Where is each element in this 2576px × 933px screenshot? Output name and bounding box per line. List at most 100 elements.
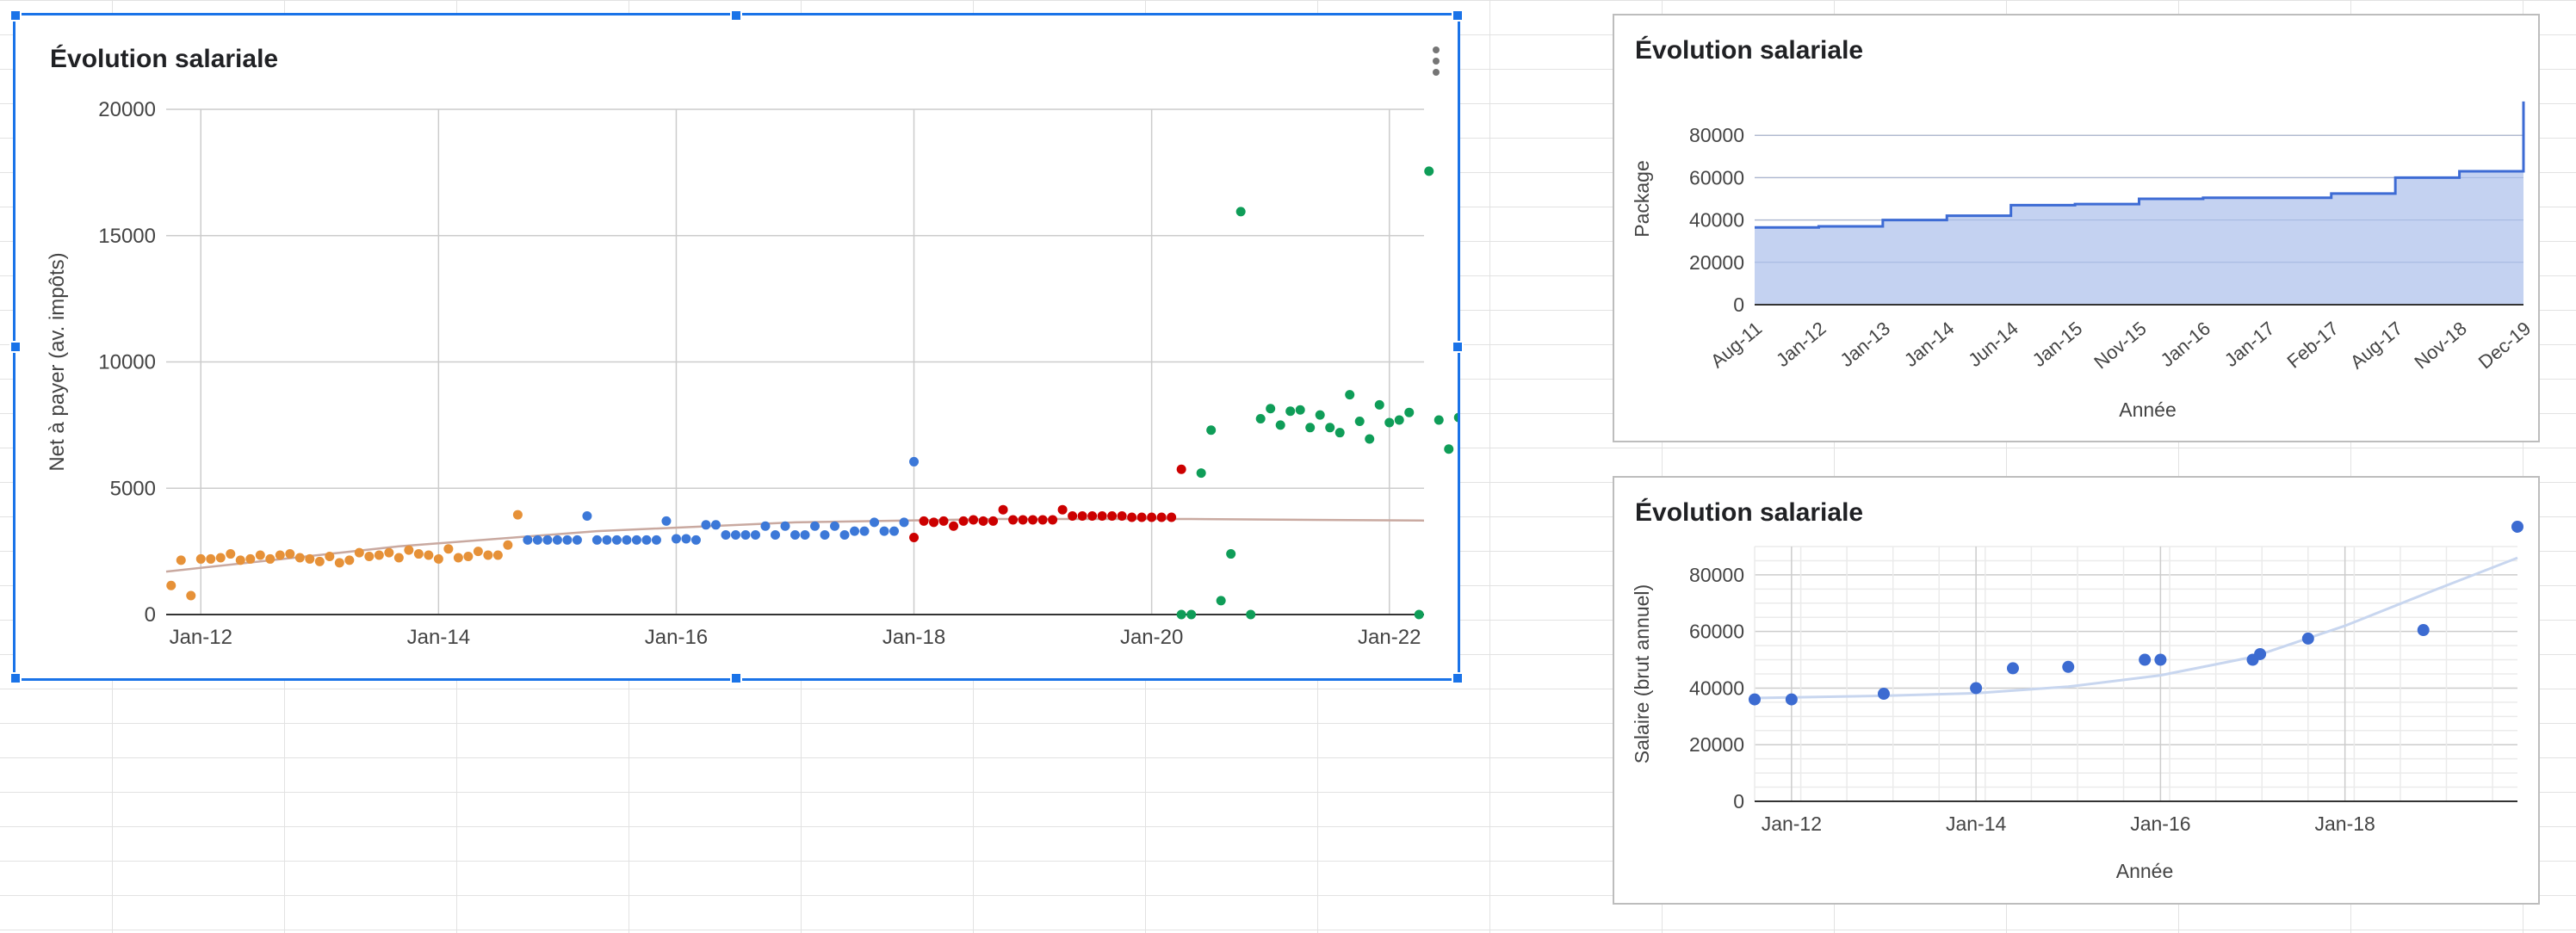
main-data-point: [552, 534, 562, 545]
main-data-point: [870, 517, 880, 528]
main-data-point: [909, 456, 920, 467]
main-data-point: [1136, 512, 1147, 522]
main-data-point: [166, 580, 176, 590]
main-data-point: [503, 540, 513, 550]
main-data-point: [730, 530, 740, 541]
main-data-point: [988, 516, 999, 526]
resize-handle-bottom-left[interactable]: [9, 672, 22, 684]
package-y-tick-label: 80000: [1689, 124, 1744, 146]
package-y-tick-label: 60000: [1689, 166, 1744, 188]
main-y-tick-label: 5000: [110, 477, 156, 500]
package-y-tick-label: 40000: [1689, 209, 1744, 232]
package-x-tick-label: Nov-15: [2090, 318, 2150, 374]
resize-handle-middle-right[interactable]: [1452, 341, 1464, 353]
main-data-point: [978, 516, 988, 526]
main-data-point: [681, 534, 691, 544]
main-data-point: [701, 520, 711, 530]
main-data-point: [473, 547, 483, 557]
main-data-point: [641, 534, 652, 545]
salary-data-point: [2154, 653, 2167, 666]
package-chart-title: Évolution salariale: [1635, 36, 1864, 65]
main-data-point: [839, 530, 850, 541]
main-data-point: [1285, 406, 1296, 417]
main-data-point: [671, 534, 681, 544]
main-data-point: [1453, 412, 1458, 423]
main-data-point: [740, 530, 751, 541]
package-y-tick-label: 20000: [1689, 251, 1744, 274]
main-data-point: [1117, 511, 1127, 522]
main-x-tick-label: Jan-16: [645, 626, 708, 649]
main-trendline: [165, 517, 1425, 573]
main-data-point: [591, 534, 602, 545]
salary-chart-card[interactable]: Évolution salariale Jan-12 Jan-14 Jan-16 Ja…: [1613, 476, 2540, 905]
main-x-tick-label: Jan-20: [1120, 626, 1183, 649]
main-data-point: [1068, 511, 1078, 522]
package-x-tick-label: Nov-18: [2410, 318, 2470, 374]
resize-handle-top-left[interactable]: [9, 9, 22, 22]
main-data-point: [780, 521, 790, 531]
main-chart-card[interactable]: Évolution salariale Jan-12 Jan-14 Jan-16 Ja…: [9, 9, 1464, 684]
salary-scatter-plot: Jan-12 Jan-14 Jan-16 Jan-18 0 20000 40000 60000…: [1631, 520, 2523, 882]
main-data-point: [1424, 166, 1434, 176]
main-data-point: [285, 549, 295, 559]
main-data-point: [938, 516, 949, 526]
main-data-point: [651, 534, 661, 545]
main-data-point: [294, 553, 305, 563]
package-x-tick-label: Aug-11: [1706, 318, 1766, 373]
main-data-point: [265, 553, 276, 564]
main-y-tick-label: 20000: [98, 98, 156, 121]
main-chart-title: Évolution salariale: [50, 45, 279, 73]
resize-handle-top-center[interactable]: [730, 9, 742, 22]
main-data-point: [245, 553, 256, 564]
main-data-point: [790, 530, 800, 541]
salary-data-point: [2139, 653, 2152, 666]
main-data-point: [810, 521, 820, 531]
main-data-point: [1365, 434, 1375, 444]
main-data-point: [384, 547, 394, 558]
main-data-point: [661, 516, 672, 526]
main-data-point: [404, 545, 414, 555]
main-data-point: [1295, 405, 1305, 415]
main-data-point: [1374, 399, 1384, 410]
main-data-point: [969, 515, 979, 525]
main-scatter-plot: Jan-12 Jan-14 Jan-16 Jan-18 Jan-20 Jan-22 0 500…: [46, 98, 1458, 649]
main-data-point: [305, 553, 315, 564]
salary-x-tick-label: Jan-18: [2314, 813, 2375, 835]
main-x-tick-label: Jan-12: [170, 626, 232, 649]
main-data-point: [1414, 609, 1424, 620]
main-data-point: [393, 553, 404, 563]
resize-handle-top-right[interactable]: [1452, 9, 1464, 22]
main-data-point: [176, 555, 186, 565]
main-data-point: [364, 551, 375, 561]
main-data-point: [820, 530, 830, 541]
resize-handle-middle-left[interactable]: [9, 341, 22, 353]
salary-y-tick-label: 0: [1733, 790, 1744, 813]
main-data-point: [1434, 415, 1444, 425]
main-data-point: [1394, 415, 1404, 425]
main-data-point: [275, 550, 285, 560]
resize-handle-bottom-right[interactable]: [1452, 672, 1464, 684]
main-data-point: [1275, 420, 1285, 430]
main-data-point: [1018, 515, 1028, 525]
main-data-point: [1354, 416, 1365, 426]
package-chart-card[interactable]: Évolution salariale 0 20000 40000 60000 8000…: [1613, 14, 2540, 442]
package-x-axis-label: Année: [2119, 399, 2177, 421]
resize-handle-bottom-center[interactable]: [730, 672, 742, 684]
main-data-point: [1037, 515, 1048, 525]
main-data-point: [1176, 464, 1186, 474]
package-x-tick-label: Dec-19: [2474, 318, 2535, 374]
salary-data-point: [1785, 693, 1798, 706]
main-data-point: [195, 553, 206, 564]
main-data-point: [582, 511, 592, 522]
main-x-tick-label: Jan-22: [1358, 626, 1421, 649]
chart-menu-icon[interactable]: [1427, 43, 1445, 81]
main-data-point: [255, 550, 265, 560]
main-data-point: [1305, 423, 1316, 433]
main-data-point: [770, 530, 780, 541]
main-x-tick-label: Jan-14: [407, 626, 470, 649]
main-data-point: [1345, 390, 1355, 400]
salary-data-point: [2417, 624, 2430, 637]
salary-chart-title: Évolution salariale: [1635, 498, 1864, 527]
main-data-point: [463, 551, 474, 561]
